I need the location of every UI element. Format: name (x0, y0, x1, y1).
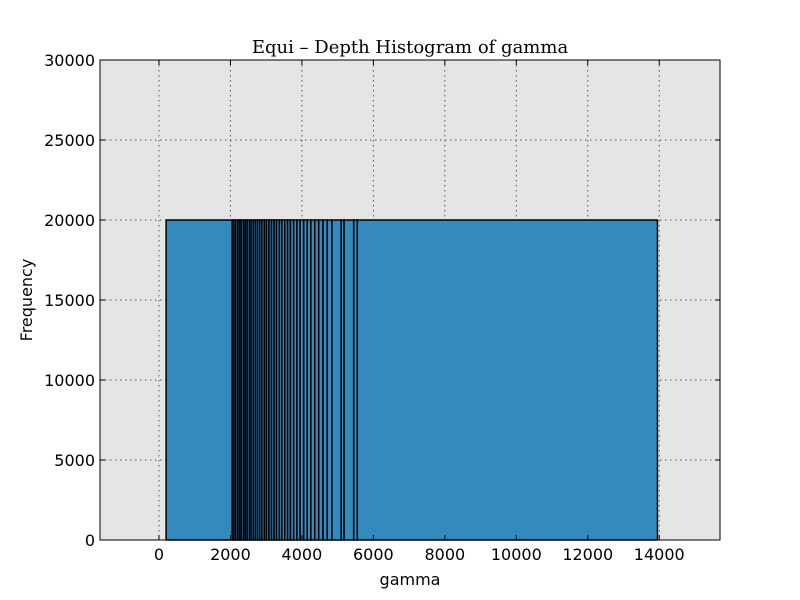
histogram-bars (165, 219, 659, 541)
histogram-bar (331, 219, 342, 541)
y-tick-label: 0 (85, 531, 95, 550)
x-tick-labels: 0 2000 4000 6000 8000 10000 12000 14000 (154, 545, 685, 564)
y-axis-label: Frequency (17, 259, 36, 342)
x-tick-label: 8000 (424, 545, 465, 564)
x-tick-label: 2000 (210, 545, 251, 564)
axis-ticks (100, 59, 720, 541)
histogram-bar (343, 219, 355, 541)
y-tick-label: 5000 (54, 451, 95, 470)
x-axis-label: gamma (380, 570, 441, 589)
chart-title: Equi – Depth Histogram of gamma (252, 37, 569, 58)
x-tick-label: 0 (154, 545, 164, 564)
x-tick-label: 12000 (562, 545, 613, 564)
y-tick-label: 25000 (44, 131, 95, 150)
x-tick-label: 10000 (491, 545, 542, 564)
y-tick-label: 30000 (44, 51, 95, 70)
histogram-bar (165, 219, 233, 541)
x-tick-label: 14000 (634, 545, 685, 564)
y-tick-label: 10000 (44, 371, 95, 390)
x-tick-label: 6000 (353, 545, 394, 564)
y-tick-labels: 0 5000 10000 15000 20000 25000 30000 (44, 51, 95, 550)
x-tick-label: 4000 (282, 545, 323, 564)
y-tick-label: 20000 (44, 211, 95, 230)
histogram-bar (356, 219, 659, 541)
y-tick-label: 15000 (44, 291, 95, 310)
